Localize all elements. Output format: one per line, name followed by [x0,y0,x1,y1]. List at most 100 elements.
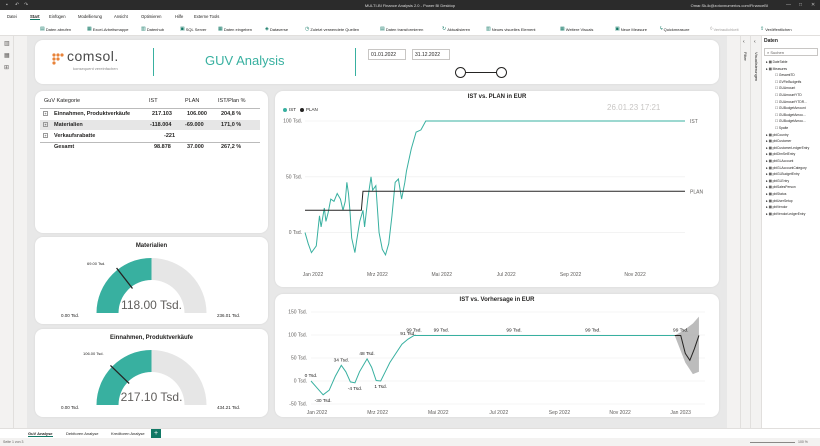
field-table-item[interactable]: ▸ ▦ pbiStatus [766,192,787,196]
field-table-item[interactable]: ▸ ▦ pbiVendor [766,205,788,210]
dataverse-button[interactable]: ◈ Dataverse [265,26,289,32]
legend-plan[interactable]: PLAN [300,107,318,112]
sql-server-button[interactable]: ▣ SQL Server [180,26,207,32]
field-item[interactable]: ☐ GUBudgetAmou... [775,112,806,117]
hub-icon: ▥ [141,26,146,32]
tab-guv[interactable]: GuV Analyse [28,431,53,437]
field-item[interactable]: ☐ GesamtTD [775,73,795,78]
y-tick-label: 0 Tsd. [294,379,307,385]
transform-data-button[interactable]: ▤ Daten transformieren [380,26,424,32]
excel-icon: ▦ [87,26,92,32]
tab-debitoren[interactable]: Debitoren Analyse [66,431,99,436]
field-table-item[interactable]: ▸ ▦ pbiDimSelEntry [766,152,796,157]
undo-icon[interactable]: ↶ [15,2,20,8]
chart-ist-vs-plan[interactable]: IST vs. PLAN in EUR IST PLAN 26.01.23 17… [275,91,719,287]
field-table-item[interactable]: ▸ ▦ pbiCustomerLedgerEntry [766,145,810,150]
field-item[interactable]: ☐ GUAmount [775,86,796,91]
add-page-button[interactable]: + [151,429,161,438]
maximize-icon[interactable]: □ [799,2,803,8]
menu-optimieren[interactable]: Optimieren [141,14,162,19]
legend-ist[interactable]: IST [283,107,296,112]
model-view-icon[interactable]: ⊞ [4,65,10,71]
table-view-icon[interactable]: ▦ [4,53,10,59]
field-table-item[interactable]: ▸ ▦ pbiCustomer [766,139,792,144]
new-visual-button[interactable]: ▥ Neues visuelles Element [486,26,536,32]
field-table-item[interactable]: ▸ ▦ DateTable [766,60,788,64]
menu-datei[interactable]: Datei [7,14,17,19]
quick-measure-button[interactable]: ϟ Quickmeasure [660,26,690,32]
series-forecast-line [674,334,700,362]
field-table-item[interactable]: ▸ ▦ pbiGLAccount [766,159,794,163]
new-measure-button[interactable]: ▣ Neue Measure [615,26,647,32]
x-tick-label: Nov 2022 [609,410,631,416]
chart-ist-vs-forecast[interactable]: IST vs. Vorhersage in EUR 150 Tsd. 100 Ts… [275,294,719,417]
tab-kreditoren[interactable]: Kreditoren Analyse [111,431,145,436]
logo-tagline: konsequent vereinfachen [73,66,118,71]
field-table-item[interactable]: ▸ ▦ pbiGLBudgetEntry [766,172,800,177]
gauge-materialien[interactable]: Materialien 118.00 Tsd. 0.00 Tsd. 236.01… [35,237,268,324]
field-item[interactable]: ☐ Spalte [775,126,789,130]
col-header-plan[interactable]: PLAN [185,98,200,104]
menu-modellierung[interactable]: Modellierung [78,14,102,19]
col-header-pct[interactable]: IST/Plan % [218,98,246,104]
report-view-icon[interactable]: ▥ [4,41,10,47]
field-table-item[interactable]: ▸ ▦ pbiVendorLedgerEntry [766,211,806,216]
field-table-item[interactable]: ▸ ▦ pbiCountry [766,132,789,137]
row-highlight [40,120,260,130]
chart-svg: 150 Tsd.100 Tsd.50 Tsd.0 Tsd.-50 Tsd.Jan… [288,310,705,416]
table-icon: ▦ [218,26,223,32]
menu-ansicht[interactable]: Ansicht [114,14,128,19]
more-visuals-button[interactable]: ▦ Weitere Visuals [560,26,594,32]
gauge-einnahmen[interactable]: Einnahmen, Produktverkäufe 217.10 Tsd. 0… [35,329,268,417]
field-table-item[interactable]: ▸ ▦ pbiGLAccountCategory [766,165,807,170]
minimize-icon[interactable]: — [786,2,791,8]
field-item[interactable]: ☐ GUBudgetAmount [775,106,806,111]
field-item[interactable]: ☐ GUAmountYTD [775,93,802,97]
date-from-input[interactable]: 01.01.2022 [368,49,406,60]
menu-externe-tools[interactable]: Externe Tools [194,14,220,19]
menu-hilfe[interactable]: Hilfe [175,14,184,19]
field-table-item[interactable]: ▸ ▦ pbiUserSetup [766,198,793,203]
field-table-item[interactable]: ▸ ▦ pbiSalesPerson [766,185,796,190]
search-icon: ⌕ [767,50,771,55]
field-table-item[interactable]: ▸ ▦ pbiGLEntry [766,178,790,183]
field-search-input[interactable]: ⌕ Suchen [764,48,818,56]
col-header-ist[interactable]: IST [149,98,158,104]
date-slider-start-handle[interactable] [455,67,466,78]
menu-start[interactable]: Start [30,14,40,20]
gauge-min: 0.00 Tsd. [61,405,80,410]
chevron-left-icon[interactable]: ‹ [754,39,756,45]
date-to-input[interactable]: 31.12.2022 [412,49,450,60]
field-table-item[interactable]: ▸ ▦ Measures [766,66,788,71]
guv-matrix[interactable]: GuV Kategorie IST PLAN IST/Plan % + Einn… [35,91,268,233]
gauge-min: 0.00 Tsd. [61,313,80,318]
get-data-button[interactable]: ▤ Daten abrufen [40,26,72,32]
sensitivity-button[interactable]: ◊ Vertraulichkeit [710,26,739,32]
expand-icon[interactable]: + [43,133,48,138]
date-slider-end-handle[interactable] [496,67,507,78]
user-account[interactable]: Omar.Sk-ik@zotovnumerics.com/FinanceBI [690,3,768,8]
zoom-slider[interactable] [750,442,795,443]
enter-data-button[interactable]: ▦ Daten eingeben [218,26,252,32]
field-item[interactable]: ☐ GUBudgetAmou... [775,119,806,124]
datahub-button[interactable]: ▥ Datenhub [141,26,165,32]
visual-pane-collapsed[interactable]: Visualisierungen ‹ [751,36,762,428]
expand-icon[interactable]: + [43,122,48,127]
checkbox-icon: ☐ [775,99,779,104]
field-item[interactable]: ☐ GVFinBudgetfs [775,79,802,84]
col-header-category[interactable]: GuV Kategorie [44,98,81,104]
filter-pane-collapsed[interactable]: Filter ‹ [740,36,751,428]
refresh-button[interactable]: ↻ Aktualisieren [442,26,471,32]
excel-button[interactable]: ▦ Excel-Arbeitsmappe [87,26,129,32]
menu-einfuegen[interactable]: Einfügen [49,14,66,19]
save-icon[interactable]: ▪ [6,2,8,8]
field-item[interactable]: ☐ GUAmountYTDR... [775,99,807,104]
expand-icon[interactable]: + [43,111,48,116]
data-label: 91 Tsd. [400,331,415,337]
close-icon[interactable]: ✕ [811,2,816,8]
recent-sources-button[interactable]: ◷ Zuletzt verwendete Quellen [305,26,360,32]
publish-button[interactable]: ⇪ Veröffentlichen [760,26,792,32]
redo-icon[interactable]: ↷ [24,2,29,8]
date-slider-track[interactable] [461,72,503,73]
chevron-left-icon[interactable]: ‹ [743,39,745,45]
